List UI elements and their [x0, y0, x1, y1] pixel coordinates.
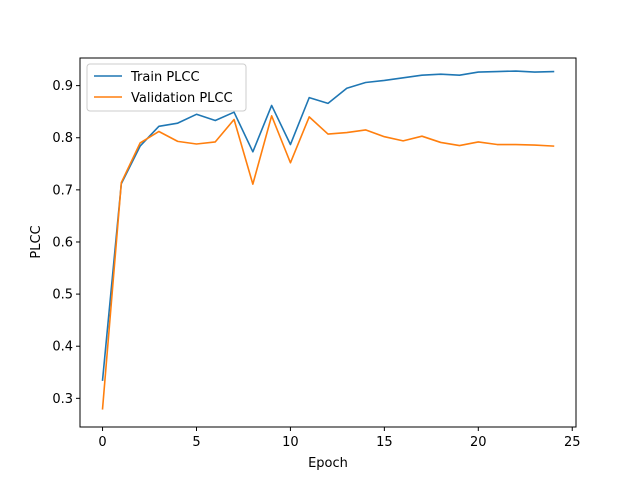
legend: Train PLCC Validation PLCC [86, 63, 247, 112]
legend-label-train: Train PLCC [130, 70, 200, 85]
legend-box [86, 63, 247, 112]
plot-frame [79, 57, 577, 428]
plot-lines [101, 70, 555, 410]
y-tick-label: 0.9 [52, 79, 73, 94]
series-line-0 [101, 70, 555, 381]
x-tick-label: 15 [376, 435, 393, 450]
y-tick-label: 0.6 [52, 235, 73, 250]
y-tick-label: 0.8 [52, 131, 73, 146]
legend-label-validation: Validation PLCC [131, 91, 233, 106]
y-tick-label: 0.5 [52, 288, 73, 303]
y-axis-label: PLCC [29, 225, 44, 258]
y-axis-ticks: 0.3 0.4 0.5 0.6 0.7 0.8 0.9 [52, 79, 80, 407]
y-tick-label: 0.3 [52, 392, 73, 407]
x-axis-label: Epoch [308, 456, 348, 471]
x-axis-ticks: 0 5 10 15 20 25 [98, 427, 581, 450]
x-tick-label: 0 [98, 435, 106, 450]
x-tick-label: 25 [564, 435, 581, 450]
y-tick-label: 0.7 [52, 183, 73, 198]
x-tick-label: 10 [282, 435, 299, 450]
series-line-1 [101, 115, 555, 410]
y-tick-label: 0.4 [52, 340, 73, 355]
x-tick-label: 20 [470, 435, 487, 450]
x-tick-label: 5 [192, 435, 200, 450]
